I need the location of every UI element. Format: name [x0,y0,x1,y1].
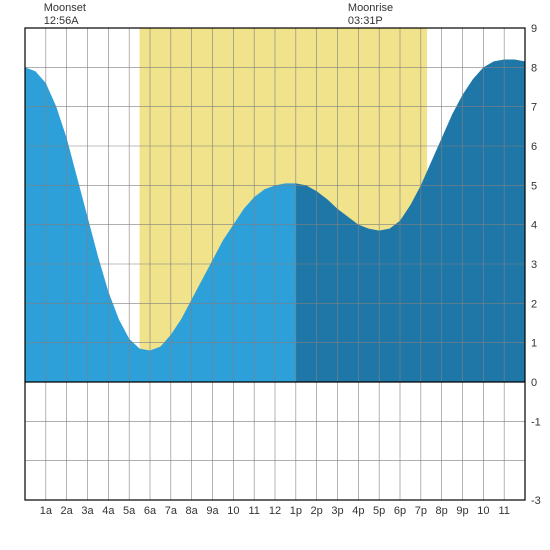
moonrise-title: Moonrise [348,2,393,15]
x-tick-label: 3p [331,505,343,517]
x-tick-label: 8a [186,505,199,517]
x-tick-label: 3a [81,505,94,517]
y-tick-label: -3 [531,495,541,507]
moonrise-label: Moonrise 03:31P [348,2,393,28]
x-tick-label: 11 [248,505,259,517]
y-tick-label: 9 [531,23,537,35]
x-tick-label: 6a [144,505,157,517]
x-tick-label: 7a [165,505,178,517]
x-tick-label: 2p [311,505,323,517]
x-tick-label: 5p [373,505,385,517]
x-tick-label: 8p [436,505,448,517]
y-tick-label: 0 [531,377,537,389]
y-tick-label: 1 [531,338,537,350]
x-tick-label: 10 [477,505,489,517]
x-tick-label: 6p [394,505,406,517]
x-tick-label: 9p [456,505,468,517]
x-tick-label: 5a [123,505,136,517]
y-tick-label: 2 [531,298,537,310]
y-tick-label: 3 [531,259,537,271]
y-tick-label: 7 [531,102,537,114]
y-tick-label: 6 [531,141,537,153]
moonset-time: 12:56A [44,15,86,28]
moonset-label: Moonset 12:56A [44,2,86,28]
moonrise-time: 03:31P [348,15,393,28]
y-tick-label: 4 [531,220,537,232]
tide-chart: -3-101234567891a2a3a4a5a6a7a8a9a1011121p… [0,0,550,550]
y-tick-label: 5 [531,180,537,192]
x-tick-label: 1p [290,505,302,517]
x-tick-label: 7p [415,505,427,517]
x-tick-label: 9a [206,505,219,517]
x-tick-label: 4p [352,505,364,517]
x-tick-label: 12 [269,505,281,517]
chart-svg: -3-101234567891a2a3a4a5a6a7a8a9a1011121p… [0,0,550,550]
x-tick-label: 1a [40,505,53,517]
y-tick-label: 8 [531,62,537,74]
y-tick-label: -1 [531,416,541,428]
x-tick-label: 4a [102,505,115,517]
moonset-title: Moonset [44,2,86,15]
x-tick-label: 11 [498,505,509,517]
x-tick-label: 2a [61,505,74,517]
x-tick-label: 10 [227,505,239,517]
